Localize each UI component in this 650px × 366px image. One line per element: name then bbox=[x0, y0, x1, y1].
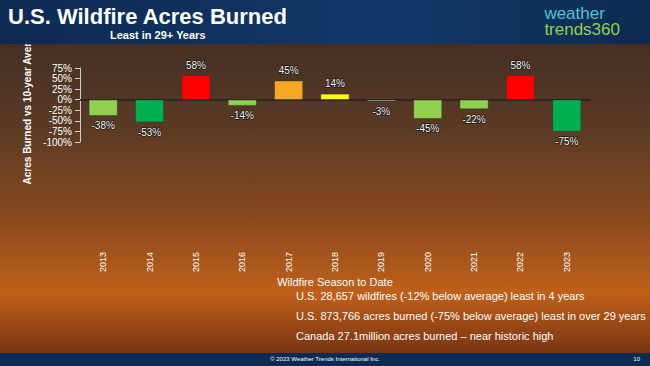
svg-text:0%: 0% bbox=[58, 94, 73, 105]
svg-text:25%: 25% bbox=[52, 84, 72, 95]
svg-text:-75%: -75% bbox=[555, 136, 578, 147]
svg-text:-75%: -75% bbox=[49, 126, 72, 137]
svg-text:14%: 14% bbox=[325, 78, 345, 89]
svg-text:-100%: -100% bbox=[43, 137, 72, 148]
svg-text:2018: 2018 bbox=[330, 252, 340, 272]
svg-text:Acres Burned vs 10-year Averag: Acres Burned vs 10-year Average bbox=[22, 44, 33, 184]
svg-text:2015: 2015 bbox=[191, 252, 201, 272]
svg-text:2013: 2013 bbox=[98, 252, 108, 272]
svg-text:-45%: -45% bbox=[416, 123, 439, 134]
svg-text:75%: 75% bbox=[52, 63, 72, 74]
svg-text:58%: 58% bbox=[510, 60, 530, 71]
svg-text:58%: 58% bbox=[186, 60, 206, 71]
svg-text:2016: 2016 bbox=[237, 252, 247, 272]
svg-text:2017: 2017 bbox=[284, 252, 294, 272]
html-text:© 2023 Weather Trends Internat: © 2023 Weather Trends International Inc. bbox=[270, 356, 380, 362]
html-text:trends360: trends360 bbox=[544, 20, 620, 39]
svg-text:50%: 50% bbox=[52, 73, 72, 84]
svg-text:2020: 2020 bbox=[423, 252, 433, 272]
svg-text:2021: 2021 bbox=[469, 252, 479, 272]
svg-text:-22%: -22% bbox=[462, 114, 485, 125]
svg-text:-14%: -14% bbox=[231, 110, 254, 121]
html-text:weather: weather bbox=[544, 4, 605, 23]
svg-text:-50%: -50% bbox=[49, 115, 72, 126]
html-text:10: 10 bbox=[633, 356, 640, 362]
html-text:Least in 29+ Years: Least in 29+ Years bbox=[110, 29, 206, 41]
svg-text:2014: 2014 bbox=[145, 252, 155, 272]
svg-text:-25%: -25% bbox=[49, 105, 72, 116]
svg-text:-3%: -3% bbox=[372, 106, 390, 117]
svg-text:2022: 2022 bbox=[515, 252, 525, 272]
html-text:U.S. 873,766 acres burned (-75: U.S. 873,766 acres burned (-75% below av… bbox=[296, 310, 646, 322]
svg-text:2023: 2023 bbox=[562, 252, 572, 272]
svg-text:-38%: -38% bbox=[92, 120, 115, 131]
html-text:U.S. 28,657 wildfires (-12% be: U.S. 28,657 wildfires (-12% below averag… bbox=[296, 290, 585, 302]
svg-text:45%: 45% bbox=[279, 65, 299, 76]
svg-text:-53%: -53% bbox=[138, 127, 161, 138]
svg-text:Wildfire Season to Date: Wildfire Season to Date bbox=[277, 276, 393, 288]
html-text:Canada 27.1million acres burne: Canada 27.1million acres burned – near h… bbox=[296, 330, 554, 342]
html-text:U.S. Wildfire Acres Burned: U.S. Wildfire Acres Burned bbox=[8, 4, 287, 29]
svg-text:2019: 2019 bbox=[376, 252, 386, 272]
